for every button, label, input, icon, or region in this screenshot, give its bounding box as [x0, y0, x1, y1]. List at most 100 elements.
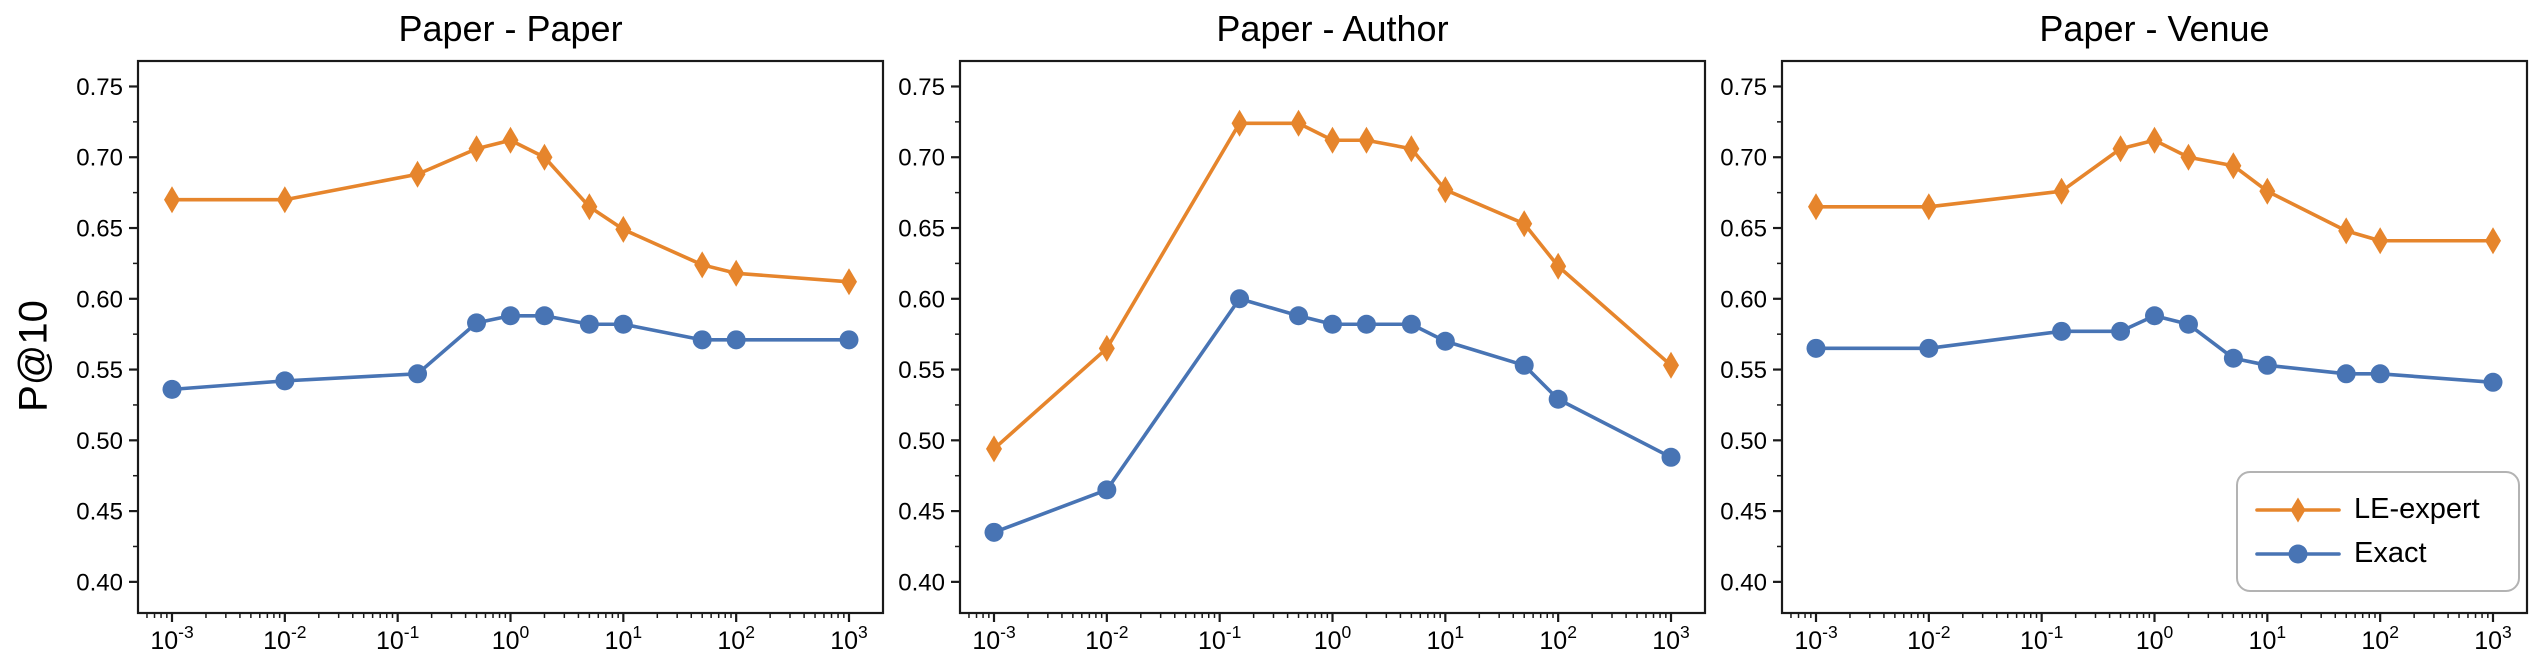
x-tick-label: 102 — [717, 622, 755, 655]
data-point-circle — [726, 330, 746, 350]
data-point-diamond — [694, 251, 711, 279]
data-point-circle — [534, 306, 554, 326]
subplot-title-paper-author: Paper - Author — [1216, 8, 1449, 49]
y-tick-label: 0.55 — [76, 357, 123, 384]
data-point-diamond — [409, 160, 426, 188]
y-axis-ticks: 0.40 0.45 0.50 0.55 0.60 0.65 0.70 0.75 — [898, 74, 960, 596]
data-point-circle — [2145, 306, 2164, 326]
y-tick-label: 0.60 — [1720, 286, 1767, 313]
y-tick-label: 0.65 — [1720, 216, 1767, 243]
x-tick-label: 10-2 — [1085, 622, 1128, 655]
subplot-title-paper-paper: Paper - Paper — [398, 8, 623, 49]
data-point-diamond — [2053, 177, 2070, 205]
x-tick-label: 102 — [1539, 622, 1577, 655]
data-point-circle — [1401, 314, 1421, 334]
legend-label-exact: Exact — [2354, 537, 2427, 569]
y-tick-label: 0.65 — [76, 216, 123, 243]
data-point-circle — [2483, 372, 2503, 392]
data-point-diamond — [1516, 210, 1533, 238]
y-axis-ticks: 0.40 0.45 0.50 0.55 0.60 0.65 0.70 0.75 — [76, 74, 138, 596]
data-point-circle — [162, 379, 182, 399]
x-tick-label: 103 — [830, 622, 868, 655]
data-point-circle — [1097, 480, 1117, 500]
data-point-circle — [2178, 314, 2198, 334]
data-point-circle — [1661, 447, 1681, 467]
data-point-diamond — [2259, 177, 2276, 205]
x-tick-label: 103 — [1652, 622, 1690, 655]
y-tick-label: 0.55 — [898, 357, 945, 384]
x-axis-ticks: 10-3 10-2 10-1 100 101 102 103 — [1790, 613, 2512, 655]
data-point-circle — [2111, 321, 2131, 341]
data-point-circle — [1919, 338, 1939, 358]
x-tick-label: 10-3 — [150, 622, 193, 655]
series-le-expert — [164, 126, 857, 296]
data-point-diamond — [1324, 126, 1341, 154]
x-tick-label: 10-1 — [2020, 622, 2063, 655]
x-tick-label: 10-3 — [972, 622, 1015, 655]
exact-circle-marker-icon — [2254, 537, 2342, 571]
x-tick-label: 10-2 — [1907, 622, 1950, 655]
data-point-circle — [613, 314, 633, 334]
series-exact — [984, 289, 1681, 542]
x-tick-label: 101 — [1427, 622, 1465, 655]
y-tick-label: 0.40 — [1720, 569, 1767, 596]
data-point-diamond — [1098, 334, 1115, 362]
data-point-circle — [501, 306, 520, 326]
data-point-circle — [1548, 389, 1568, 409]
y-tick-label: 0.55 — [1720, 357, 1767, 384]
data-point-diamond — [728, 259, 745, 287]
x-tick-label: 10-1 — [376, 622, 419, 655]
series-line — [1814, 138, 2495, 243]
y-tick-label: 0.50 — [76, 428, 123, 455]
x-tick-label: 100 — [1314, 622, 1352, 655]
data-point-circle — [1356, 314, 1376, 334]
data-point-circle — [839, 330, 859, 350]
data-point-diamond — [1550, 252, 1567, 280]
legend: LE-expert Exact — [2236, 471, 2520, 592]
y-tick-label: 0.45 — [1720, 499, 1767, 526]
x-tick-label: 100 — [492, 622, 530, 655]
data-point-circle — [2223, 348, 2243, 368]
data-point-circle — [1323, 314, 1342, 334]
data-point-diamond — [468, 135, 485, 163]
data-point-circle — [984, 522, 1004, 542]
data-point-circle — [1435, 331, 1455, 351]
y-tick-label: 0.45 — [898, 499, 945, 526]
data-point-diamond — [615, 215, 632, 243]
data-point-diamond — [2485, 227, 2501, 255]
x-tick-label: 10-1 — [1198, 622, 1241, 655]
data-point-diamond — [2372, 227, 2389, 255]
data-point-circle — [2336, 364, 2356, 384]
le-expert-diamond-marker-icon — [2254, 493, 2342, 527]
subplot-title-paper-venue: Paper - Venue — [2039, 8, 2270, 49]
y-tick-label: 0.75 — [898, 74, 945, 101]
data-point-diamond — [164, 186, 180, 214]
data-point-circle — [2052, 321, 2072, 341]
data-point-diamond — [1231, 109, 1248, 137]
data-point-circle — [1230, 289, 1250, 309]
y-tick-label: 0.60 — [76, 286, 123, 313]
data-point-circle — [579, 314, 599, 334]
data-point-diamond — [1920, 193, 1937, 221]
series-line — [992, 296, 1673, 535]
subplot-2: 0.40 0.45 0.50 0.55 0.60 0.65 0.70 0.75 10-3 10-2… — [1720, 59, 2529, 655]
y-tick-label: 0.75 — [76, 74, 123, 101]
data-point-diamond — [2180, 143, 2197, 171]
y-tick-label: 0.45 — [76, 499, 123, 526]
data-point-diamond — [1437, 176, 1454, 204]
data-point-diamond — [2338, 217, 2355, 245]
x-tick-label: 10-2 — [263, 622, 306, 655]
y-tick-label: 0.70 — [898, 145, 945, 172]
data-point-circle — [275, 371, 295, 391]
legend-item-exact: Exact — [2254, 537, 2518, 571]
x-tick-label: 10-3 — [1794, 622, 1837, 655]
y-tick-label: 0.40 — [898, 569, 945, 596]
series-le-expert — [986, 109, 1679, 463]
data-point-diamond — [502, 126, 519, 154]
data-point-circle — [1289, 306, 1309, 326]
data-point-diamond — [581, 193, 598, 221]
data-point-diamond — [1290, 109, 1307, 137]
x-tick-label: 103 — [2474, 622, 2512, 655]
series-exact — [1806, 306, 2503, 392]
